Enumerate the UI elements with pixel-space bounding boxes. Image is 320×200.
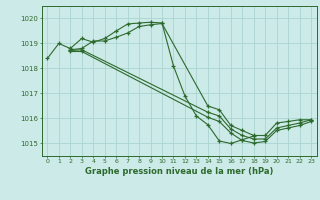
- X-axis label: Graphe pression niveau de la mer (hPa): Graphe pression niveau de la mer (hPa): [85, 167, 273, 176]
